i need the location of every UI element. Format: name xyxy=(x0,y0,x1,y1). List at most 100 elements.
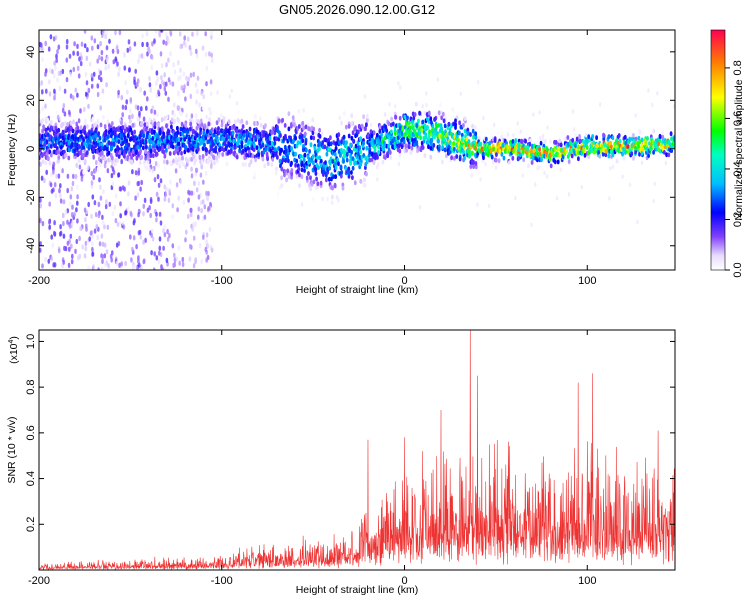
spectrogram-cell xyxy=(436,77,440,82)
spectrogram-cell xyxy=(312,160,315,166)
spectrogram-cell xyxy=(87,164,90,170)
spectrogram-cell xyxy=(337,132,341,138)
spectrogram-cell xyxy=(169,179,172,185)
spectrogram-cell xyxy=(54,193,58,199)
spectrogram-cell xyxy=(285,177,288,183)
spectrogram-cell xyxy=(102,30,105,36)
spectrogram-cell xyxy=(113,161,117,167)
spectrogram-cell xyxy=(425,91,428,96)
spectrogram-cell xyxy=(63,111,67,117)
spectrogram-cell xyxy=(134,195,137,201)
spectrogram-cell xyxy=(48,224,51,230)
spectrogram-cell xyxy=(312,126,316,132)
spectrogram-cell xyxy=(403,114,407,120)
spectrogram-cell xyxy=(78,56,81,62)
spectrogram-cell xyxy=(287,158,290,164)
spectrogram-cell xyxy=(203,214,207,220)
spectrogram-cell xyxy=(341,185,345,191)
spectrogram-cell xyxy=(61,107,65,113)
spectrogram-cell xyxy=(309,186,312,192)
spectrogram-cell xyxy=(67,155,71,161)
spectrogram-cell xyxy=(91,194,95,200)
spectrogram-cell xyxy=(165,257,169,263)
spectrogram-cell xyxy=(65,44,69,50)
spectrogram-cell xyxy=(98,241,102,247)
spectrogram-cell xyxy=(53,220,56,226)
spectrogram-cell xyxy=(136,141,140,146)
spectrogram-cell xyxy=(116,221,120,228)
spectrogram-cell xyxy=(83,43,87,49)
colorbar-ticks: 0.0 0.2 0.4 0.6 0.8 xyxy=(725,60,744,278)
spectrogram-cell xyxy=(419,147,423,153)
spectrogram-cell xyxy=(50,256,54,262)
spectrogram-cell xyxy=(492,146,496,152)
spectrogram-cell xyxy=(180,150,183,156)
spectrogram-cell xyxy=(318,155,322,161)
spectrogram-cell xyxy=(637,135,641,141)
spectrogram-cell xyxy=(75,207,78,213)
spectrogram-cell xyxy=(488,203,491,209)
spectrogram-cell xyxy=(48,79,51,85)
spectrogram-cell xyxy=(342,134,346,140)
spectrogram-cell xyxy=(454,118,457,124)
spectrogram-cell xyxy=(186,158,190,164)
spectrogram-cell xyxy=(154,161,158,167)
snr-x-tick-label: 0 xyxy=(401,575,407,587)
spectrogram-cell xyxy=(39,218,42,224)
spectrogram-cell xyxy=(230,88,233,94)
spectrogram-cell xyxy=(71,253,74,259)
spectrogram-cell xyxy=(84,71,88,78)
spectrogram-cell xyxy=(201,45,205,51)
spectrogram-cell xyxy=(667,124,671,130)
spectrogram-cell xyxy=(495,152,498,158)
spectrogram-cell xyxy=(656,91,659,96)
spectrogram-cell xyxy=(364,126,367,132)
spectrogram-cell xyxy=(53,60,56,66)
spectrogram-cell xyxy=(394,114,397,120)
spectrogram-cell xyxy=(451,107,455,112)
spectrogram-cell xyxy=(284,158,288,163)
spectrogram-cell xyxy=(514,195,517,201)
spectrogram-cell xyxy=(534,182,537,187)
spectrogram-cell xyxy=(408,120,411,125)
spectrogram-cell xyxy=(275,166,278,172)
spectrogram-cell xyxy=(324,137,328,143)
spectrogram-cell xyxy=(75,121,78,127)
spectrogram-cell xyxy=(182,71,186,77)
spectrogram-cell xyxy=(468,153,471,159)
spectrogram-cell xyxy=(172,158,175,164)
spectrogram-cell xyxy=(366,117,369,123)
spectrogram-cell xyxy=(546,174,549,179)
spectrogram-cell xyxy=(189,121,193,127)
spectrogram-cell xyxy=(264,147,268,153)
spectrogram-cell xyxy=(97,156,101,162)
spectrogram-cell xyxy=(99,41,102,47)
spectrogram-cell xyxy=(61,168,64,174)
spectrogram-cell xyxy=(186,36,190,42)
spectrogram-cell xyxy=(153,109,157,115)
spectrogram-cell xyxy=(107,263,110,269)
spectrogram-cell xyxy=(375,132,379,138)
spectrogram-cell xyxy=(121,104,125,110)
spectrogram-cell xyxy=(129,108,132,114)
spectrogram-cell xyxy=(347,133,351,139)
spectrogram-cell xyxy=(195,167,199,173)
spectrogram-cell xyxy=(511,139,515,144)
spectrogram-cell xyxy=(110,257,113,263)
spectrogram-cell xyxy=(393,144,397,150)
spectrogram-cell xyxy=(164,31,168,38)
spectrogram-cell xyxy=(217,117,221,123)
spectrogram-cell xyxy=(204,31,207,37)
spectrogram-cell xyxy=(549,163,553,169)
spectrogram-cell xyxy=(41,89,44,95)
spectrogram-cell xyxy=(203,124,207,130)
spectrogram-cell xyxy=(153,121,157,127)
spectrogram-cell xyxy=(71,220,74,226)
spectrogram-cell xyxy=(96,58,99,64)
spectrogram-cell xyxy=(410,145,414,151)
spectrogram-cell xyxy=(305,164,309,170)
spectrogram-cell xyxy=(139,186,142,192)
spectrogram-cell xyxy=(580,185,584,190)
spectrogram-cell xyxy=(182,128,186,134)
spectrogram-cell xyxy=(183,149,187,155)
